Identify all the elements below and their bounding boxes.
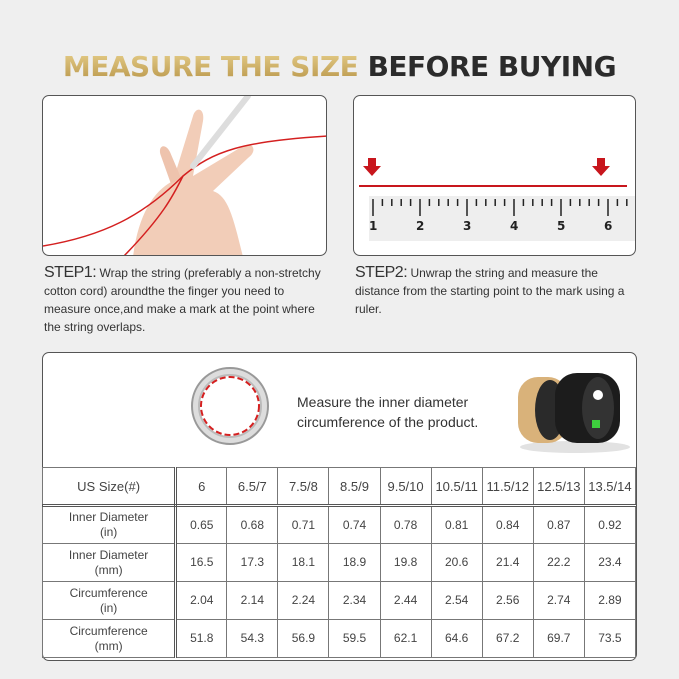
table-row: Circumference (mm) 51.8 54.3 56.9 59.5 62.1 64.… [41, 619, 637, 658]
table-cell: 73.5 [583, 619, 637, 658]
table-row: Inner Diameter (in) 0.65 0.68 0.71 0.74 0.78 0.… [41, 505, 637, 544]
size-chart-table: US Size(#) 6 6.5/7 7.5/8 8.5/9 9.5/10 10.5/11 1… [41, 467, 637, 658]
row-label-line: Circumference [69, 585, 148, 600]
start-arrow-icon [363, 158, 381, 176]
ruler-number: 5 [557, 219, 566, 233]
table-cell: 0.74 [328, 505, 381, 544]
table-cell: 2.56 [481, 581, 534, 620]
header-size: 9.5/10 [379, 467, 432, 507]
table-cell: 23.4 [583, 543, 637, 582]
header-size: 11.5/12 [481, 467, 534, 507]
measure-note: Measure the inner diameter circumference … [297, 394, 479, 430]
table-cell: 67.2 [481, 619, 534, 658]
row-label-line: (mm) [94, 562, 123, 577]
row-label-line: (in) [99, 600, 118, 615]
table-row: Circumference (in) 2.04 2.14 2.24 2.34 2.44 2.5… [41, 581, 637, 620]
header-label: US Size(#) [41, 467, 178, 507]
header-size: 12.5/13 [532, 467, 585, 507]
table-cell: 18.9 [328, 543, 381, 582]
step1-image-panel [42, 95, 327, 256]
ruler-number: 2 [416, 219, 425, 233]
table-cell: 0.68 [226, 505, 279, 544]
table-cell: 54.3 [226, 619, 279, 658]
ring-diameter-icon [191, 367, 269, 445]
row-label: Circumference (in) [41, 581, 178, 620]
ruler-illustration [359, 158, 635, 241]
table-cell: 0.87 [532, 505, 585, 544]
table-row: Inner Diameter (mm) 16.5 17.3 18.1 18.9 19.8 20… [41, 543, 637, 582]
ruler-number: 1 [369, 219, 378, 233]
table-header-row: US Size(#) 6 6.5/7 7.5/8 8.5/9 9.5/10 10.5/11 1… [41, 467, 637, 507]
row-label-line: Inner Diameter [68, 547, 149, 562]
ruler-number: 3 [463, 219, 472, 233]
header-size: 10.5/11 [430, 467, 483, 507]
table-cell: 2.74 [532, 581, 585, 620]
table-cell: 2.89 [583, 581, 637, 620]
table-cell: 2.54 [430, 581, 483, 620]
row-label: Circumference (mm) [41, 619, 178, 658]
end-arrow-icon [592, 158, 610, 176]
step2-ruler-panel: 1 2 3 4 5 6 [353, 95, 636, 256]
table-cell: 56.9 [277, 619, 330, 658]
table-cell: 16.5 [175, 543, 228, 582]
table-cell: 2.24 [277, 581, 330, 620]
ruler-number: 4 [510, 219, 519, 233]
table-cell: 18.1 [277, 543, 330, 582]
table-cell: 2.44 [379, 581, 432, 620]
table-cell: 0.92 [583, 505, 637, 544]
table-cell: 19.8 [379, 543, 432, 582]
table-cell: 0.65 [175, 505, 228, 544]
table-cell: 0.78 [379, 505, 432, 544]
row-label-line: Inner Diameter [68, 510, 149, 524]
table-cell: 59.5 [328, 619, 381, 658]
table-cell: 20.6 [430, 543, 483, 582]
header-size: 13.5/14 [583, 467, 637, 507]
hand-with-string-illustration [43, 96, 326, 255]
table-cell: 0.81 [430, 505, 483, 544]
header-size: 6.5/7 [226, 467, 279, 507]
header-size: 7.5/8 [277, 467, 330, 507]
table-cell: 64.6 [430, 619, 483, 658]
table-cell: 17.3 [226, 543, 279, 582]
table-cell: 62.1 [379, 619, 432, 658]
table-cell: 0.84 [481, 505, 534, 544]
table-cell: 69.7 [532, 619, 585, 658]
table-cell: 22.2 [532, 543, 585, 582]
row-label-line: (mm) [94, 638, 123, 653]
step1-text: STEP1: Wrap the string (preferably a non… [44, 264, 321, 334]
row-label-line: (in) [99, 525, 118, 539]
table-cell: 21.4 [481, 543, 534, 582]
row-label-line: Circumference [69, 623, 148, 638]
row-label: Inner Diameter (mm) [41, 543, 178, 582]
row-label: Inner Diameter (in) [41, 505, 178, 544]
page-title: MEASURE THE SIZE BEFORE BUYING [62, 50, 617, 83]
ruler-number: 6 [604, 219, 613, 233]
header-size: 8.5/9 [328, 467, 381, 507]
table-cell: 2.14 [226, 581, 279, 620]
table-cell: 2.04 [175, 581, 228, 620]
step2-text: STEP2: Unwrap the string and measure the… [355, 264, 625, 316]
table-cell: 51.8 [175, 619, 228, 658]
smart-rings-product-image [518, 373, 630, 453]
header-size: 6 [175, 467, 228, 507]
table-cell: 0.71 [277, 505, 330, 544]
table-cell: 2.34 [328, 581, 381, 620]
